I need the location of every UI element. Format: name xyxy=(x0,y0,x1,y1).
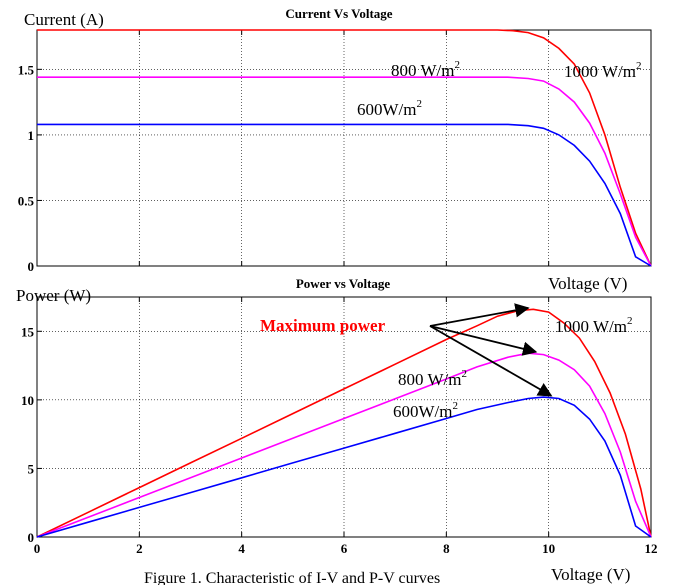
pv-series-1000 xyxy=(36,308,652,538)
pv-chart: 0 5 10 15 0 2 4 6 8 10 12 Power vs Voltage Power (… xyxy=(16,276,658,584)
iv-series-800 xyxy=(37,76,652,267)
pv-xtick-label: 8 xyxy=(443,541,450,556)
pv-title: Power vs Voltage xyxy=(296,276,391,291)
figure-caption: Figure 1. Characteristic of I-V and P-V … xyxy=(144,570,440,585)
iv-xlabel: Voltage (V) xyxy=(548,274,627,293)
pv-xtick-label: 12 xyxy=(645,541,658,556)
iv-series-1000 xyxy=(37,29,652,267)
max-power-arrow xyxy=(429,325,553,397)
pv-xtick-label: 0 xyxy=(34,541,41,556)
iv-series-600 xyxy=(37,123,652,267)
iv-ytick-label: 0 xyxy=(28,259,35,274)
pv-xtick-label: 2 xyxy=(136,541,143,556)
max-power-arrow xyxy=(429,325,538,356)
pv-ylabel: Power (W) xyxy=(16,286,91,305)
iv-ytick-label: 0.5 xyxy=(18,193,35,208)
max-power-arrow xyxy=(429,303,530,327)
max-power-label: Maximum power xyxy=(260,316,386,335)
pv-xtick-label: 6 xyxy=(341,541,348,556)
pv-label-600: 600W/m2 xyxy=(393,400,458,421)
pv-ytick-label: 15 xyxy=(21,324,35,339)
pv-ticks: 0 5 10 15 0 2 4 6 8 10 12 xyxy=(21,297,658,556)
iv-series xyxy=(37,29,652,267)
iv-ytick-label: 1 xyxy=(28,128,35,143)
iv-ytick-label: 1.5 xyxy=(18,62,35,77)
iv-ticks: 0 0.5 1 1.5 xyxy=(18,30,550,274)
pv-label-1000: 1000 W/m2 xyxy=(555,315,632,336)
pv-xtick-label: 10 xyxy=(542,541,555,556)
max-power-arrows xyxy=(429,303,553,397)
iv-label-600: 600W/m2 xyxy=(357,98,422,119)
iv-grid xyxy=(37,30,651,266)
pv-label-800: 800 W/m2 xyxy=(398,368,467,389)
pv-ytick-label: 0 xyxy=(28,530,35,545)
pv-xlabel: Voltage (V) xyxy=(551,565,630,584)
pv-xtick-label: 4 xyxy=(238,541,245,556)
pv-series-600 xyxy=(36,396,652,538)
iv-title: Current Vs Voltage xyxy=(285,6,392,21)
pv-ytick-label: 10 xyxy=(21,393,34,408)
pv-grid xyxy=(37,297,651,537)
iv-label-1000: 1000 W/m2 xyxy=(564,60,641,81)
pv-ytick-label: 5 xyxy=(28,461,35,476)
iv-ylabel: Current (A) xyxy=(24,10,104,29)
iv-label-800: 800 W/m2 xyxy=(391,59,460,80)
iv-chart: 00.511.5 Current Vs Voltage Current (A) … xyxy=(18,6,652,293)
